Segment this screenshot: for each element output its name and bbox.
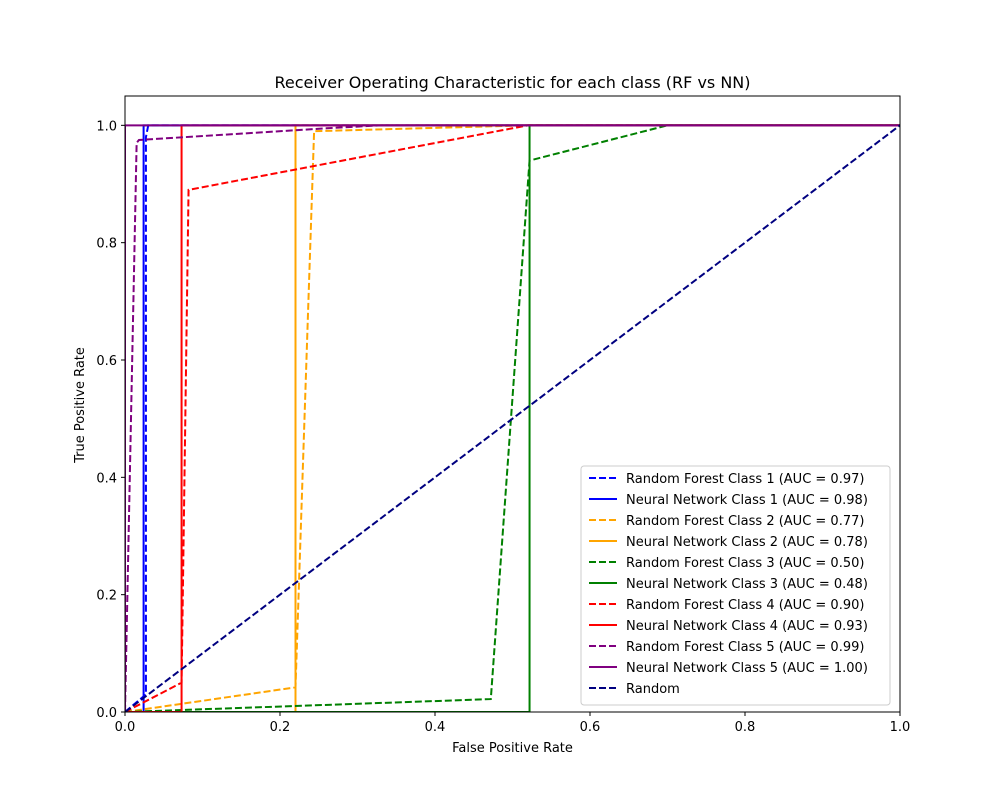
legend-entry: Random (626, 682, 680, 697)
legend-entry: Neural Network Class 5 (AUC = 1.00) (626, 661, 868, 676)
legend-entry: Neural Network Class 4 (AUC = 0.93) (626, 619, 868, 634)
x-tick-label: 0.4 (425, 720, 446, 735)
legend-entry: Random Forest Class 4 (AUC = 0.90) (626, 598, 864, 613)
series-line-10 (125, 124, 900, 712)
chart-title: Receiver Operating Characteristic for ea… (274, 73, 750, 92)
axes-frame (124, 95, 901, 713)
x-tick-label: 0.8 (735, 720, 756, 735)
legend: Random Forest Class 1 (AUC = 0.97) Neural… (580, 465, 891, 706)
legend-entry: Neural Network Class 2 (AUC = 0.78) (626, 535, 868, 550)
legend-entry: Random Forest Class 3 (AUC = 0.50) (626, 556, 864, 571)
x-tick-label: 1.0 (890, 720, 911, 735)
series-line-11 (125, 124, 900, 712)
legend-entry: Random Forest Class 2 (AUC = 0.77) (626, 514, 864, 529)
legend-entry: Neural Network Class 3 (AUC = 0.48) (626, 577, 868, 592)
legend-entry: Random Forest Class 5 (AUC = 0.99) (626, 640, 864, 655)
y-axis-label: True Positive Rate (73, 347, 88, 464)
x-tick-label: 0.0 (115, 720, 136, 735)
y-tick-label: 0.0 (96, 706, 117, 721)
x-tick-label: 0.6 (580, 720, 601, 735)
series-line-1 (125, 124, 900, 712)
x-tick-label: 0.2 (270, 720, 291, 735)
y-tick-label: 0.8 (96, 237, 117, 252)
legend-entry: Neural Network Class 1 (AUC = 0.98) (626, 493, 868, 508)
x-axis-label: False Positive Rate (452, 741, 573, 756)
legend-entry: Random Forest Class 1 (AUC = 0.97) (626, 472, 864, 487)
y-tick-label: 0.4 (96, 471, 117, 486)
plot-area (125, 124, 900, 712)
y-tick-label: 0.2 (96, 589, 117, 604)
legend-box (580, 465, 891, 706)
axes: 0.0 0.2 0.4 0.6 0.8 1.0 0.0 0.2 0.4 0.6 0.8 1.0 (96, 95, 911, 735)
y-tick-label: 0.6 (96, 354, 117, 369)
y-tick-label: 1.0 (96, 119, 117, 134)
